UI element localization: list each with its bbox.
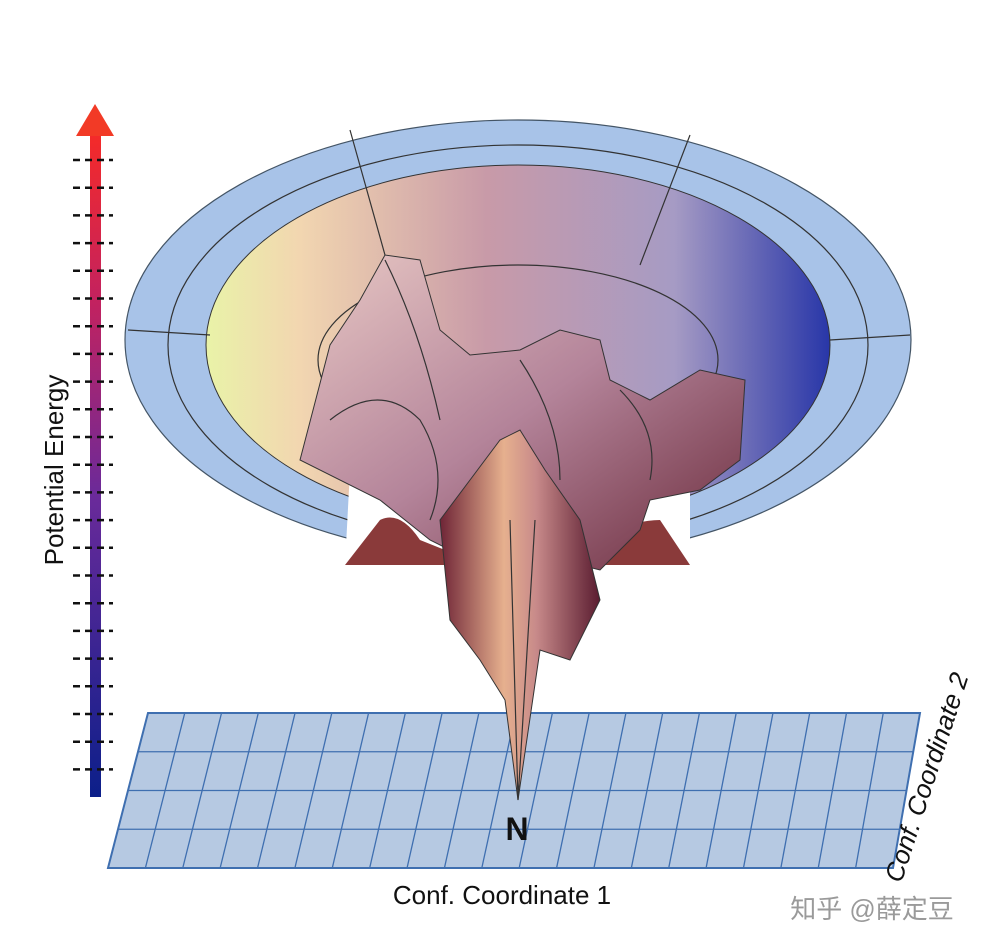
- energy-axis-label: Potential Energy: [39, 375, 69, 566]
- energy-arrow: [73, 104, 114, 797]
- coordinate-plane: [106, 712, 922, 869]
- coordinate-1-label: Conf. Coordinate 1: [393, 880, 611, 910]
- native-state-label: N: [505, 811, 528, 847]
- native-well: [439, 429, 601, 801]
- arrow-shaft: [90, 132, 101, 797]
- tick-dashes: [73, 158, 113, 771]
- mesh-lines: [509, 519, 536, 801]
- mesh-lines: [127, 129, 911, 341]
- plane-grid: [118, 712, 914, 869]
- arrow-head: [76, 104, 114, 136]
- watermark: 知乎 @薛定豆: [790, 894, 954, 924]
- mesh-contours: [329, 259, 653, 521]
- funnel: [124, 119, 912, 801]
